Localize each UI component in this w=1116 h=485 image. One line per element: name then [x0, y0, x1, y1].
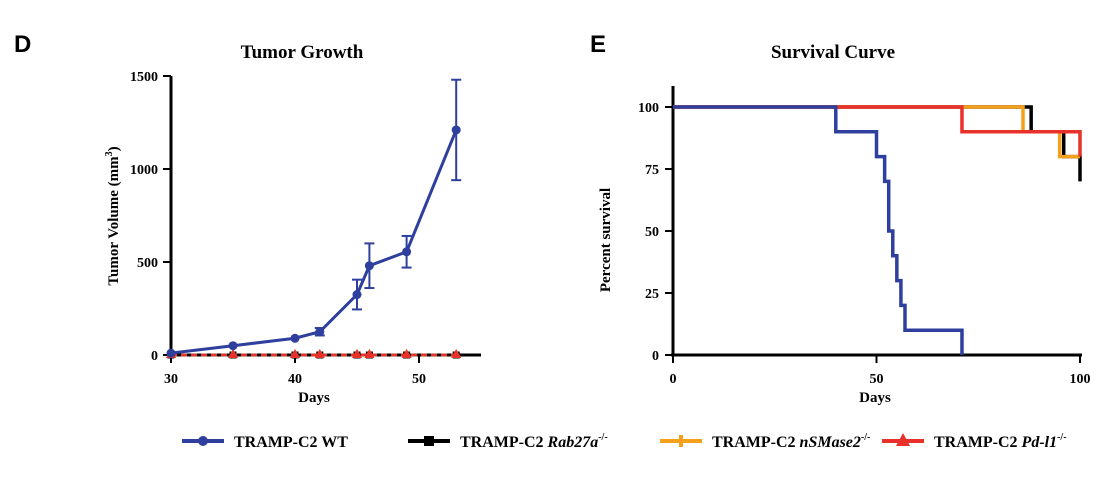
survival-curve-chart: Survival Curve Days Percent survival 0 50… — [598, 42, 1091, 406]
data-point-wt — [315, 327, 325, 337]
legend-item-nsmase2: TRAMP-C2 nSMase2-/- — [660, 432, 870, 451]
y-tick-label: 1500 — [130, 70, 158, 85]
legend: TRAMP-C2 WT TRAMP-C2 Rab27a-/- TRAMP-C2 nS… — [182, 432, 1067, 451]
data-point-pdl1 — [228, 349, 238, 358]
x-tick-label: 100 — [1070, 372, 1091, 387]
tumor-growth-title: Tumor Growth — [241, 42, 364, 63]
data-point-pdl1 — [352, 349, 362, 358]
data-point-pdl1 — [290, 349, 300, 358]
survival-xlabel: Days — [859, 390, 891, 406]
tumor-growth-ylabel: Tumor Volume (mm3) — [104, 146, 122, 285]
y-tick-label: 0 — [151, 349, 158, 364]
y-tick-label: 500 — [137, 256, 158, 271]
data-point-wt — [166, 348, 176, 358]
data-point-pdl1 — [314, 349, 325, 358]
legend-marker — [424, 436, 434, 446]
x-tick-label: 50 — [412, 372, 426, 387]
data-point-wt — [451, 125, 461, 135]
legend-label: TRAMP-C2 Rab27a-/- — [460, 432, 608, 451]
legend-item-rab27a: TRAMP-C2 Rab27a-/- — [408, 432, 608, 451]
x-tick-label: 30 — [164, 372, 178, 387]
legend-marker — [679, 435, 683, 447]
survival-title: Survival Curve — [771, 42, 895, 63]
tumor-growth-chart: Tumor Growth Days Tumor Volume (mm3) 30 4… — [104, 42, 481, 406]
panel-d-letter: D — [14, 31, 31, 58]
y-tick-label: 25 — [645, 287, 659, 302]
data-point-wt — [290, 333, 300, 343]
series-line-wt — [170, 129, 458, 355]
data-point-pdl1 — [364, 349, 375, 358]
legend-marker — [198, 436, 208, 446]
legend-item-pdl1: TRAMP-C2 Pd-l1-/- — [882, 432, 1067, 451]
y-tick-label: 50 — [645, 225, 659, 240]
survival-line-wt — [673, 105, 964, 355]
y-tick-label: 0 — [652, 349, 659, 364]
survival-ylabel: Percent survival — [598, 188, 614, 292]
x-tick-label: 40 — [288, 372, 302, 387]
data-point-wt — [364, 261, 374, 271]
data-point-wt — [352, 290, 362, 300]
y-tick-label: 75 — [645, 163, 659, 178]
legend-item-wt: TRAMP-C2 WT — [182, 434, 348, 451]
x-tick-label: 0 — [670, 372, 677, 387]
y-tick-label: 1000 — [130, 163, 158, 178]
data-point-wt — [402, 247, 412, 257]
survival-line-pdl1 — [673, 105, 1082, 157]
panel-e-letter: E — [590, 31, 606, 58]
legend-label: TRAMP-C2 Pd-l1-/- — [934, 432, 1067, 451]
tumor-growth-xlabel: Days — [298, 390, 330, 406]
y-tick-label: 100 — [638, 101, 659, 116]
data-point-pdl1 — [451, 349, 462, 358]
data-point-pdl1 — [401, 349, 412, 358]
data-point-wt — [228, 341, 238, 351]
legend-label: TRAMP-C2 WT — [234, 434, 348, 451]
legend-marker — [896, 433, 910, 446]
x-tick-label: 50 — [870, 372, 884, 387]
legend-label: TRAMP-C2 nSMase2-/- — [712, 432, 870, 451]
